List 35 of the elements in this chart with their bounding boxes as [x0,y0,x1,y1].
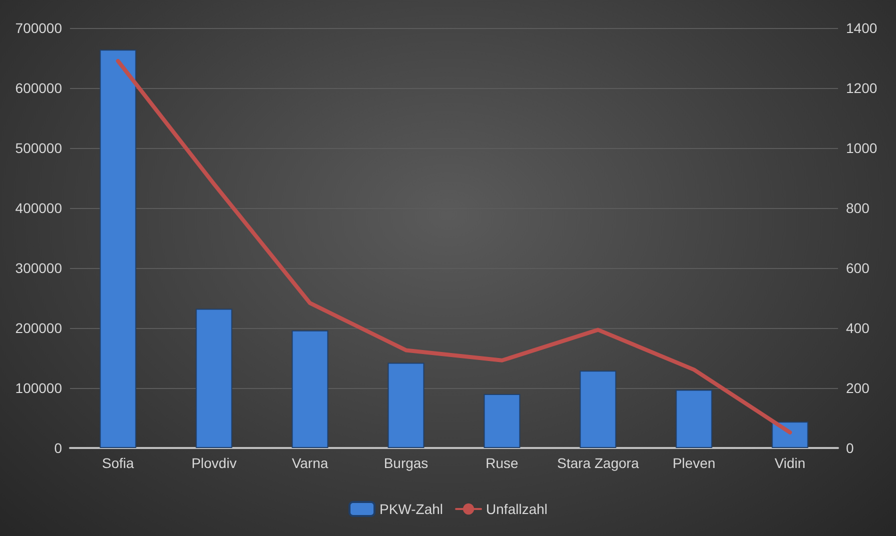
bar [580,370,616,448]
x-tick-label: Burgas [384,455,428,471]
y-tick-label: 200000 [15,320,62,336]
bar [484,394,520,448]
y-tick-label: 400000 [15,200,62,216]
y2-tick-label: 1000 [846,140,878,156]
y2-tick-label: 0 [846,440,854,456]
bar [196,308,232,448]
y2-tick-label: 1400 [846,20,878,36]
y-tick-label: 100000 [15,380,62,396]
bar [676,390,712,448]
x-tick-label: Stara Zagora [557,455,640,471]
y2-tick-label: 1200 [846,80,878,96]
y2-tick-label: 800 [846,200,870,216]
y-tick-label: 500000 [15,140,62,156]
y-tick-label: 300000 [15,260,62,276]
bar [292,330,328,448]
y2-tick-label: 400 [846,320,870,336]
y-tick-label: 600000 [15,80,62,96]
bar [772,422,808,448]
y-tick-label: 700000 [15,20,62,36]
x-tick-label: Pleven [672,455,716,471]
legend-label: PKW-Zahl [379,501,444,517]
y2-tick-label: 600 [846,260,870,276]
y2-tick-label: 200 [846,380,870,396]
y-tick-label: 0 [54,440,62,456]
x-tick-label: Vidin [774,455,806,471]
x-tick-label: Ruse [486,455,519,471]
x-tick-label: Varna [292,455,328,471]
legend-label: Unfallzahl [486,501,548,517]
x-tick-label: Plovdiv [191,455,237,471]
bar [388,362,424,448]
bar [100,50,136,448]
x-tick-label: Sofia [102,455,134,471]
line-series [116,59,792,434]
